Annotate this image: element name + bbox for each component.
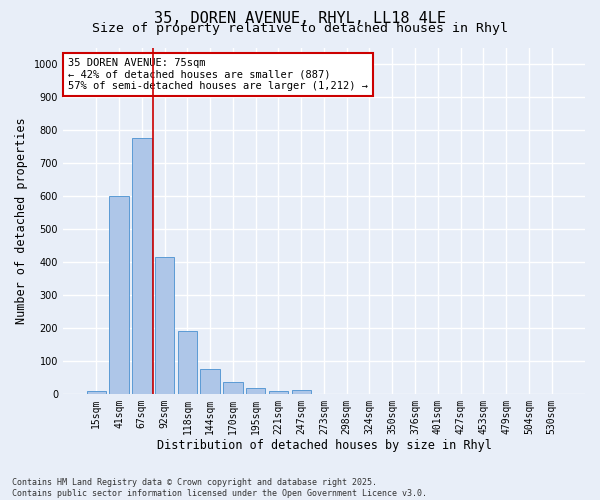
Bar <box>200 369 220 394</box>
Bar <box>178 331 197 394</box>
Bar <box>155 257 174 394</box>
Text: Size of property relative to detached houses in Rhyl: Size of property relative to detached ho… <box>92 22 508 35</box>
Bar <box>109 196 129 394</box>
Bar <box>223 382 242 394</box>
Bar <box>246 388 265 394</box>
Bar <box>86 390 106 394</box>
Text: 35, DOREN AVENUE, RHYL, LL18 4LE: 35, DOREN AVENUE, RHYL, LL18 4LE <box>154 11 446 26</box>
Bar <box>132 138 152 394</box>
Bar <box>292 390 311 394</box>
Text: Contains HM Land Registry data © Crown copyright and database right 2025.
Contai: Contains HM Land Registry data © Crown c… <box>12 478 427 498</box>
Text: 35 DOREN AVENUE: 75sqm
← 42% of detached houses are smaller (887)
57% of semi-de: 35 DOREN AVENUE: 75sqm ← 42% of detached… <box>68 58 368 91</box>
X-axis label: Distribution of detached houses by size in Rhyl: Distribution of detached houses by size … <box>157 440 491 452</box>
Y-axis label: Number of detached properties: Number of detached properties <box>15 118 28 324</box>
Bar <box>269 390 288 394</box>
